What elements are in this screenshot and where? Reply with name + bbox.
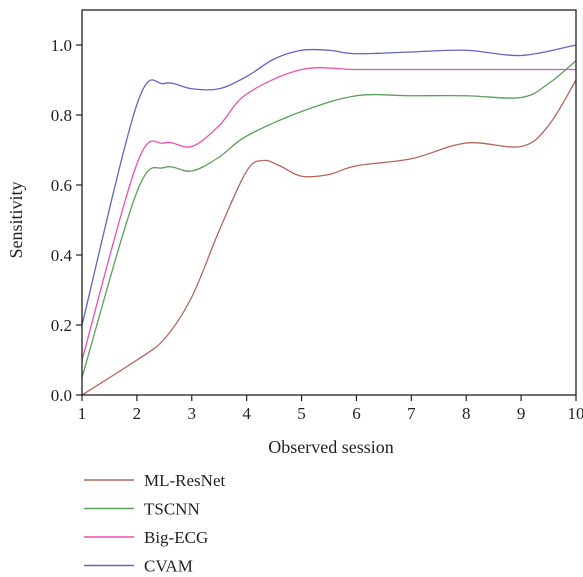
x-tick-label: 1 xyxy=(78,404,87,423)
x-tick-label: 3 xyxy=(188,404,197,423)
x-tick-label: 9 xyxy=(517,404,526,423)
x-axis-title: Observed session xyxy=(268,437,393,457)
legend-label-tscnn: TSCNN xyxy=(144,500,200,519)
x-tick-label: 7 xyxy=(407,404,416,423)
y-tick-label: 0.0 xyxy=(51,386,72,405)
axes: 1 2 3 4 5 6 7 8 9 10 0.0 0.2 0.4 0.6 0.8 1.0 xyxy=(51,9,583,423)
series-line-cvam xyxy=(81,44,577,326)
x-tick-label: 6 xyxy=(352,404,361,423)
y-axis-title: Sensitivity xyxy=(6,181,26,258)
series-layer xyxy=(81,44,577,396)
legend-label-big-ecg: Big-ECG xyxy=(144,528,208,547)
legend-label-ml-resnet: ML-ResNet xyxy=(144,471,225,490)
y-tick-label: 0.4 xyxy=(51,246,73,265)
x-tick-label: 10 xyxy=(568,404,583,423)
y-tick-label: 0.8 xyxy=(51,106,72,125)
legend-label-cvam: CVAM xyxy=(144,557,193,576)
x-tick-label: 4 xyxy=(242,404,251,423)
y-tick-label: 1.0 xyxy=(51,36,72,55)
y-tick-label: 0.2 xyxy=(51,316,72,335)
legend: ML-ResNet TSCNN Big-ECG CVAM xyxy=(84,471,225,576)
plot-frame xyxy=(81,9,577,396)
x-tick-label: 2 xyxy=(133,404,142,423)
x-tick-label: 5 xyxy=(297,404,306,423)
x-tick-label: 8 xyxy=(462,404,471,423)
series-line-tscnn xyxy=(81,60,577,378)
series-line-big-ecg xyxy=(81,67,576,361)
y-tick-label: 0.6 xyxy=(51,176,72,195)
series-line-ml-resnet xyxy=(81,79,577,396)
